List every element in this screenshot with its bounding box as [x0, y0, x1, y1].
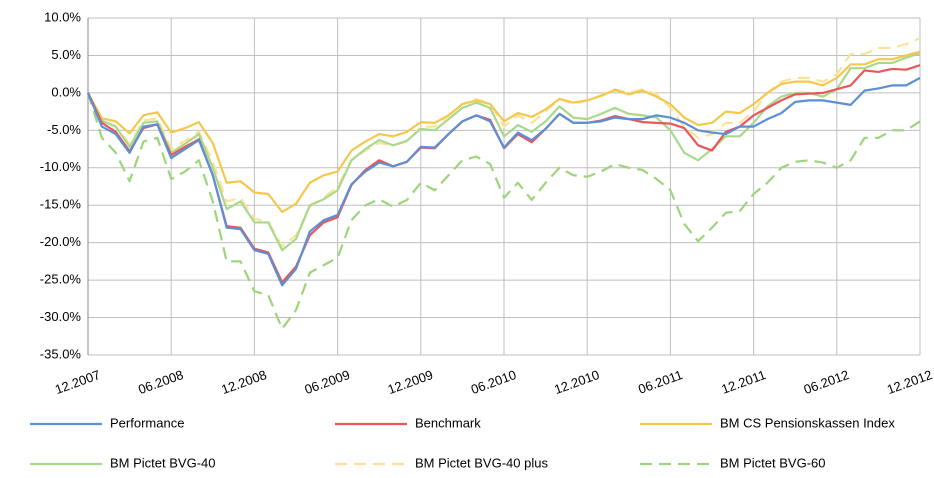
- y-tick-label: 10.0%: [44, 9, 81, 24]
- legend-label: BM Pictet BVG-60: [720, 455, 825, 470]
- x-tick-label: 06.2010: [469, 367, 518, 397]
- series-line: [86, 76, 921, 287]
- x-tick-label: 12.2011: [719, 367, 767, 397]
- x-tick-label: 12.2007: [53, 367, 102, 397]
- y-tick-label: 5.0%: [51, 47, 81, 62]
- legend-label: BM Pictet BVG-40: [110, 455, 215, 470]
- x-tick-label: 12.2010: [552, 367, 601, 397]
- legend-label: BM Pictet BVG-40 plus: [415, 455, 548, 470]
- y-tick-label: -35.0%: [40, 346, 82, 361]
- x-tick-label: 12.2008: [219, 367, 268, 397]
- y-tick-label: -15.0%: [40, 197, 82, 212]
- x-tick-label: 06.2008: [136, 367, 185, 397]
- legend-item: BM CS Pensionskassen Index: [640, 415, 895, 430]
- x-tick-label: 12.2012: [885, 367, 934, 397]
- legend-label: Benchmark: [415, 415, 481, 430]
- series-line: [87, 37, 921, 248]
- x-tick-label: 06.2009: [303, 367, 352, 397]
- legend-item: BM Pictet BVG-40: [30, 455, 215, 470]
- legend-item: Benchmark: [335, 415, 481, 430]
- y-tick-label: -10.0%: [40, 159, 82, 174]
- x-tick-label: 06.2011: [636, 367, 684, 397]
- y-tick-label: 0.0%: [51, 84, 81, 99]
- series-line: [86, 92, 921, 330]
- series-line: [87, 50, 921, 214]
- y-tick-label: -30.0%: [40, 309, 82, 324]
- x-tick-label: 12.2009: [386, 367, 435, 397]
- legend-item: Performance: [30, 415, 184, 430]
- legend-item: BM Pictet BVG-40 plus: [335, 455, 548, 470]
- y-tick-label: -25.0%: [40, 272, 82, 287]
- y-tick-label: -20.0%: [40, 234, 82, 249]
- legend-label: Performance: [110, 415, 184, 430]
- legend-item: BM Pictet BVG-60: [640, 455, 825, 470]
- legend-label: BM CS Pensionskassen Index: [720, 415, 895, 430]
- x-tick-label: 06.2012: [802, 367, 851, 397]
- y-tick-label: -5.0%: [47, 122, 81, 137]
- series-line: [87, 52, 921, 252]
